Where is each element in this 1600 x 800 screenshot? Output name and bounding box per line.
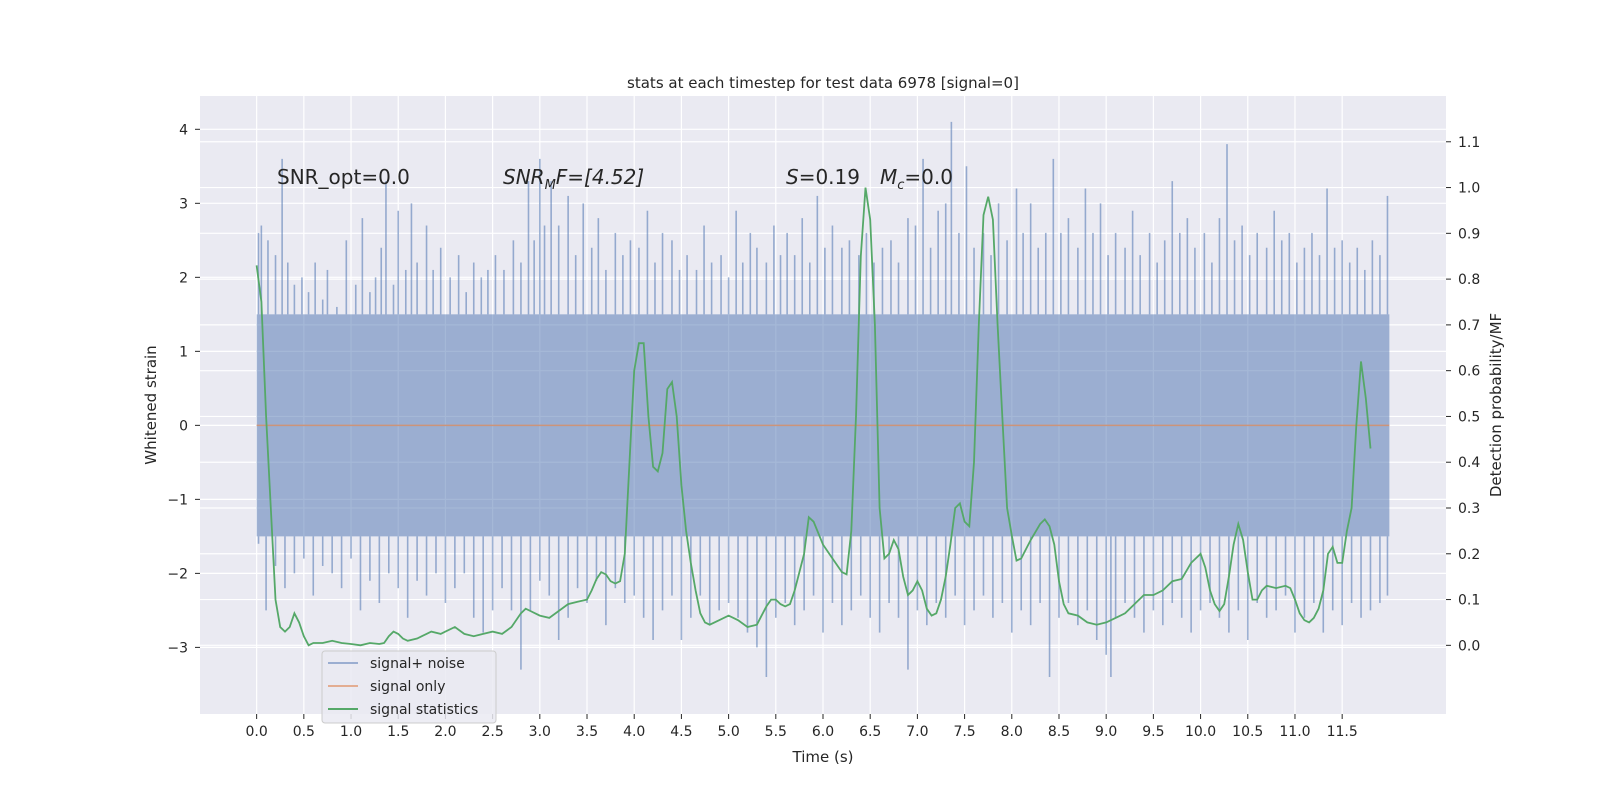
x-tick-label: 6.5	[859, 724, 881, 740]
x-tick-label: 7.0	[906, 724, 928, 740]
annotation-snr-mf-main: SNR	[503, 165, 545, 189]
legend-label-signal-only: signal only	[370, 679, 445, 695]
y2-tick-label: 0.4	[1458, 455, 1480, 471]
annotation-mc-sub: c	[897, 178, 904, 193]
y2-tick-label: 1.0	[1458, 181, 1480, 197]
legend-label-signal-noise: signal+ noise	[370, 656, 465, 672]
x-tick-label: 5.0	[717, 724, 739, 740]
x-tick-label: 9.5	[1142, 724, 1164, 740]
x-tick-label: 8.5	[1048, 724, 1070, 740]
y-tick-label: 3	[179, 196, 188, 212]
ticks: 0.0 0.5 1.0 1.5 2.0 2.5 3.0 3.5 4.0 4.5 5.0 5.5 6.0 6…	[167, 122, 1480, 740]
y-axis-label: Whitened strain	[142, 345, 160, 464]
x-axis-label: Time (s)	[792, 748, 854, 766]
y2-axis-label: Detection probability/MF	[1487, 313, 1505, 497]
x-tick-label: 8.0	[1001, 724, 1023, 740]
y2-tick-label: 0.2	[1458, 547, 1480, 563]
x-tick-label: 4.5	[670, 724, 692, 740]
x-tick-label: 7.5	[953, 724, 975, 740]
x-tick-label: 1.5	[387, 724, 409, 740]
y-tick-label: 0	[179, 418, 188, 434]
y-tick-label: 1	[179, 344, 188, 360]
annotation-s-main: S	[786, 165, 799, 189]
y2-tick-label: 0.6	[1458, 364, 1480, 380]
annotation-s: S=0.19	[786, 165, 860, 189]
y2-tick-label: 0.7	[1458, 318, 1480, 334]
series-signal-statistics	[255, 187, 1372, 647]
annotation-mc-rest: =0.0	[904, 165, 953, 189]
legend: signal+ noise signal only signal statist…	[321, 650, 497, 724]
x-tick-label: 11.0	[1279, 724, 1310, 740]
annotation-s-rest: =0.19	[799, 165, 860, 189]
y2-tick-label: 0.8	[1458, 272, 1480, 288]
y-tick-label: −2	[167, 566, 188, 582]
x-tick-label: 10.0	[1185, 724, 1216, 740]
chart-title: stats at each timestep for test data 697…	[627, 74, 1019, 92]
legend-box	[321, 650, 497, 724]
x-tick-label: 3.5	[576, 724, 598, 740]
x-tick-label: 9.0	[1095, 724, 1117, 740]
y-tick-label: −3	[167, 640, 188, 656]
y2-tick-label: 0.3	[1458, 501, 1480, 517]
x-tick-label: 1.0	[340, 724, 362, 740]
x-tick-label: 0.0	[246, 724, 268, 740]
y-tick-label: 2	[179, 270, 188, 286]
legend-label-signal-statistics: signal statistics	[370, 702, 478, 718]
x-tick-label: 6.0	[812, 724, 834, 740]
x-tick-label: 4.0	[623, 724, 645, 740]
y2-tick-label: 1.1	[1458, 135, 1480, 151]
x-tick-label: 3.0	[529, 724, 551, 740]
annotation-mc: Mc=0.0	[880, 165, 953, 193]
y2-tick-label: 0.1	[1458, 593, 1480, 609]
signal-statistics-line	[255, 187, 1372, 647]
annotation-snr-mf-sub: M	[545, 178, 556, 193]
x-tick-label: 2.0	[434, 724, 456, 740]
x-tick-label: 5.5	[765, 724, 787, 740]
x-tick-label: 10.5	[1232, 724, 1263, 740]
y-tick-label: 4	[179, 122, 188, 138]
annotation-mc-main: M	[880, 165, 897, 189]
x-tick-label: 0.5	[293, 724, 315, 740]
y2-tick-label: 0.0	[1458, 638, 1480, 654]
annotation-snr-mf-rest: F=[4.52]	[556, 165, 644, 189]
y-tick-label: −1	[167, 492, 188, 508]
y2-tick-label: 0.5	[1458, 409, 1480, 425]
x-tick-label: 11.5	[1327, 724, 1358, 740]
annotation-snr-opt: SNR_opt=0.0	[277, 165, 410, 189]
annotation-snr-mf: SNRMF=[4.52]	[503, 165, 644, 193]
y2-tick-label: 0.9	[1458, 226, 1480, 242]
x-tick-label: 2.5	[481, 724, 503, 740]
